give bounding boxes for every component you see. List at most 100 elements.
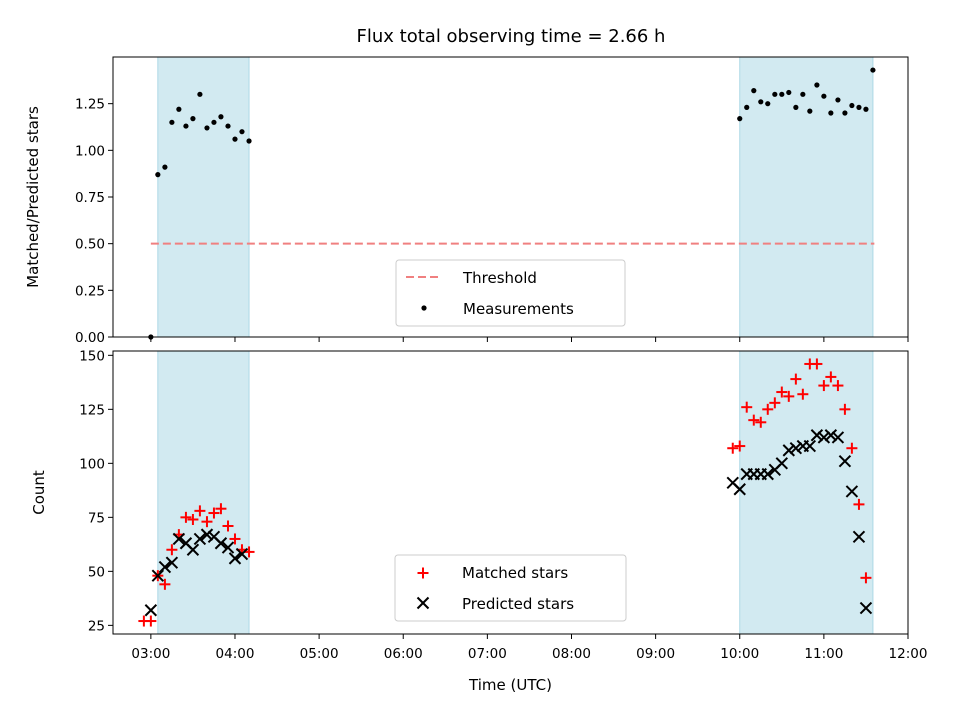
count-legend: Matched stars Predicted stars bbox=[394, 554, 627, 622]
matched-star-point bbox=[825, 371, 837, 383]
predicted-star-point-b bbox=[845, 485, 859, 498]
predicted-star-point-b bbox=[186, 543, 200, 556]
measurement-point bbox=[204, 125, 210, 131]
measurement-point bbox=[232, 136, 238, 142]
measurement-point bbox=[772, 91, 778, 97]
legend-threshold-label: Threshold bbox=[462, 269, 537, 287]
predicted-star-point-b bbox=[726, 476, 739, 489]
measurement-point bbox=[751, 88, 757, 94]
predicted-star-point bbox=[228, 552, 242, 565]
measurement-point bbox=[821, 93, 827, 99]
legend-matched-label: Matched stars bbox=[462, 564, 568, 582]
measurement-point bbox=[800, 91, 806, 97]
matched-star-point bbox=[790, 373, 802, 385]
y-tick-label: 0.75 bbox=[75, 190, 105, 206]
predicted-star-point-b bbox=[221, 541, 235, 554]
predicted-star-point bbox=[158, 560, 172, 574]
x-axis-label: Time (UTC) bbox=[468, 676, 552, 694]
predicted-star-point bbox=[144, 604, 158, 617]
predicted-star-point-b bbox=[235, 547, 249, 561]
matched-star-point bbox=[860, 572, 872, 584]
measurement-point bbox=[246, 138, 252, 144]
predicted-star-point-b bbox=[859, 601, 873, 615]
measurement-point bbox=[155, 172, 161, 178]
x-tick-label: 05:00 bbox=[300, 646, 339, 662]
matched-star-point bbox=[734, 440, 746, 452]
chart-title: Flux total observing time = 2.66 h bbox=[357, 26, 666, 47]
ratio-legend: Threshold Measurements bbox=[395, 259, 626, 327]
x-tick-label: 11:00 bbox=[804, 646, 843, 662]
x-tick-label: 09:00 bbox=[636, 646, 675, 662]
predicted-star-point bbox=[782, 444, 795, 457]
x-tick-label: 03:00 bbox=[131, 646, 170, 662]
ratio-panel: 0.00 0.25 0.50 0.75 1.00 1.25 Matched/Predict… bbox=[24, 56, 909, 346]
matched-star-point bbox=[145, 615, 157, 627]
matched-star-point bbox=[166, 544, 178, 556]
legend-predicted-swatch-b bbox=[416, 596, 430, 610]
count-y-axis-label: Count bbox=[30, 470, 48, 515]
predicted-star-point bbox=[193, 532, 207, 546]
matched-star-point bbox=[208, 507, 220, 519]
measurement-point bbox=[842, 110, 848, 116]
matched-star-point bbox=[229, 533, 241, 545]
y-tick-label: 0.25 bbox=[75, 283, 105, 299]
matched-star-point bbox=[201, 516, 213, 528]
x-tick-label: 08:00 bbox=[552, 646, 591, 662]
predicted-star-point bbox=[151, 569, 165, 582]
measurement-point bbox=[183, 123, 189, 129]
matched-star-point bbox=[222, 520, 234, 532]
predicted-star-point-b bbox=[775, 457, 789, 470]
predicted-star-point-b bbox=[817, 431, 831, 444]
matched-star-point bbox=[846, 442, 858, 454]
measurement-point bbox=[758, 99, 764, 105]
predicted-star-point-b bbox=[158, 560, 172, 574]
matched-star-point bbox=[159, 578, 171, 590]
y-tick-label: 25 bbox=[88, 618, 105, 634]
y-tick-label: 1.25 bbox=[75, 97, 105, 113]
matched-star-point bbox=[762, 403, 774, 415]
shaded-interval-2 bbox=[739, 56, 874, 338]
measurement-point bbox=[835, 97, 841, 103]
predicted-star-point-b bbox=[172, 532, 186, 546]
measurement-point bbox=[197, 91, 203, 97]
ratio-y-ticks: 0.00 0.25 0.50 0.75 1.00 1.25 bbox=[75, 97, 113, 346]
predicted-star-point-b bbox=[193, 532, 207, 546]
legend-box bbox=[395, 259, 626, 327]
predicted-star-point-b bbox=[151, 569, 165, 582]
legend-measurement-swatch bbox=[421, 305, 427, 311]
measurement-points bbox=[148, 67, 876, 340]
predicted-star-point bbox=[165, 556, 179, 569]
predicted-star-point-b bbox=[810, 429, 824, 442]
predicted-star-point-b bbox=[803, 439, 817, 453]
predicted-star-point bbox=[803, 439, 817, 453]
predicted-star-point bbox=[824, 429, 838, 442]
shaded-interval-1 bbox=[157, 56, 250, 338]
predicted-star-point-b bbox=[228, 552, 242, 565]
count-x-ticks: 03:00 04:00 05:00 06:00 07:00 08:00 09:00 10:00… bbox=[131, 634, 927, 662]
y-tick-label: 1.00 bbox=[75, 143, 105, 159]
measurement-point bbox=[828, 110, 834, 116]
predicted-star-point-b bbox=[789, 442, 803, 455]
matched-star-point bbox=[811, 358, 823, 370]
predicted-star-point bbox=[845, 485, 859, 498]
measurement-point bbox=[779, 91, 785, 97]
measurement-point bbox=[849, 102, 855, 109]
matched-star-point bbox=[727, 442, 739, 454]
predicted-star-point bbox=[817, 431, 831, 444]
measurement-point bbox=[786, 89, 792, 96]
predicted-star-point bbox=[789, 442, 803, 455]
matched-star-point bbox=[180, 511, 192, 523]
predicted-star-point bbox=[831, 431, 845, 444]
legend-box bbox=[394, 554, 627, 622]
predicted-star-point bbox=[172, 532, 186, 546]
ratio-x-ticks bbox=[150, 337, 909, 342]
measurement-point bbox=[218, 114, 224, 120]
predicted-star-point bbox=[810, 429, 824, 442]
y-tick-label: 0.50 bbox=[75, 237, 105, 253]
predicted-star-point-b bbox=[831, 431, 845, 444]
matched-star-point bbox=[853, 498, 865, 510]
predicted-star-point bbox=[859, 601, 873, 615]
count-points bbox=[138, 358, 873, 627]
predicted-star-point bbox=[852, 530, 866, 543]
